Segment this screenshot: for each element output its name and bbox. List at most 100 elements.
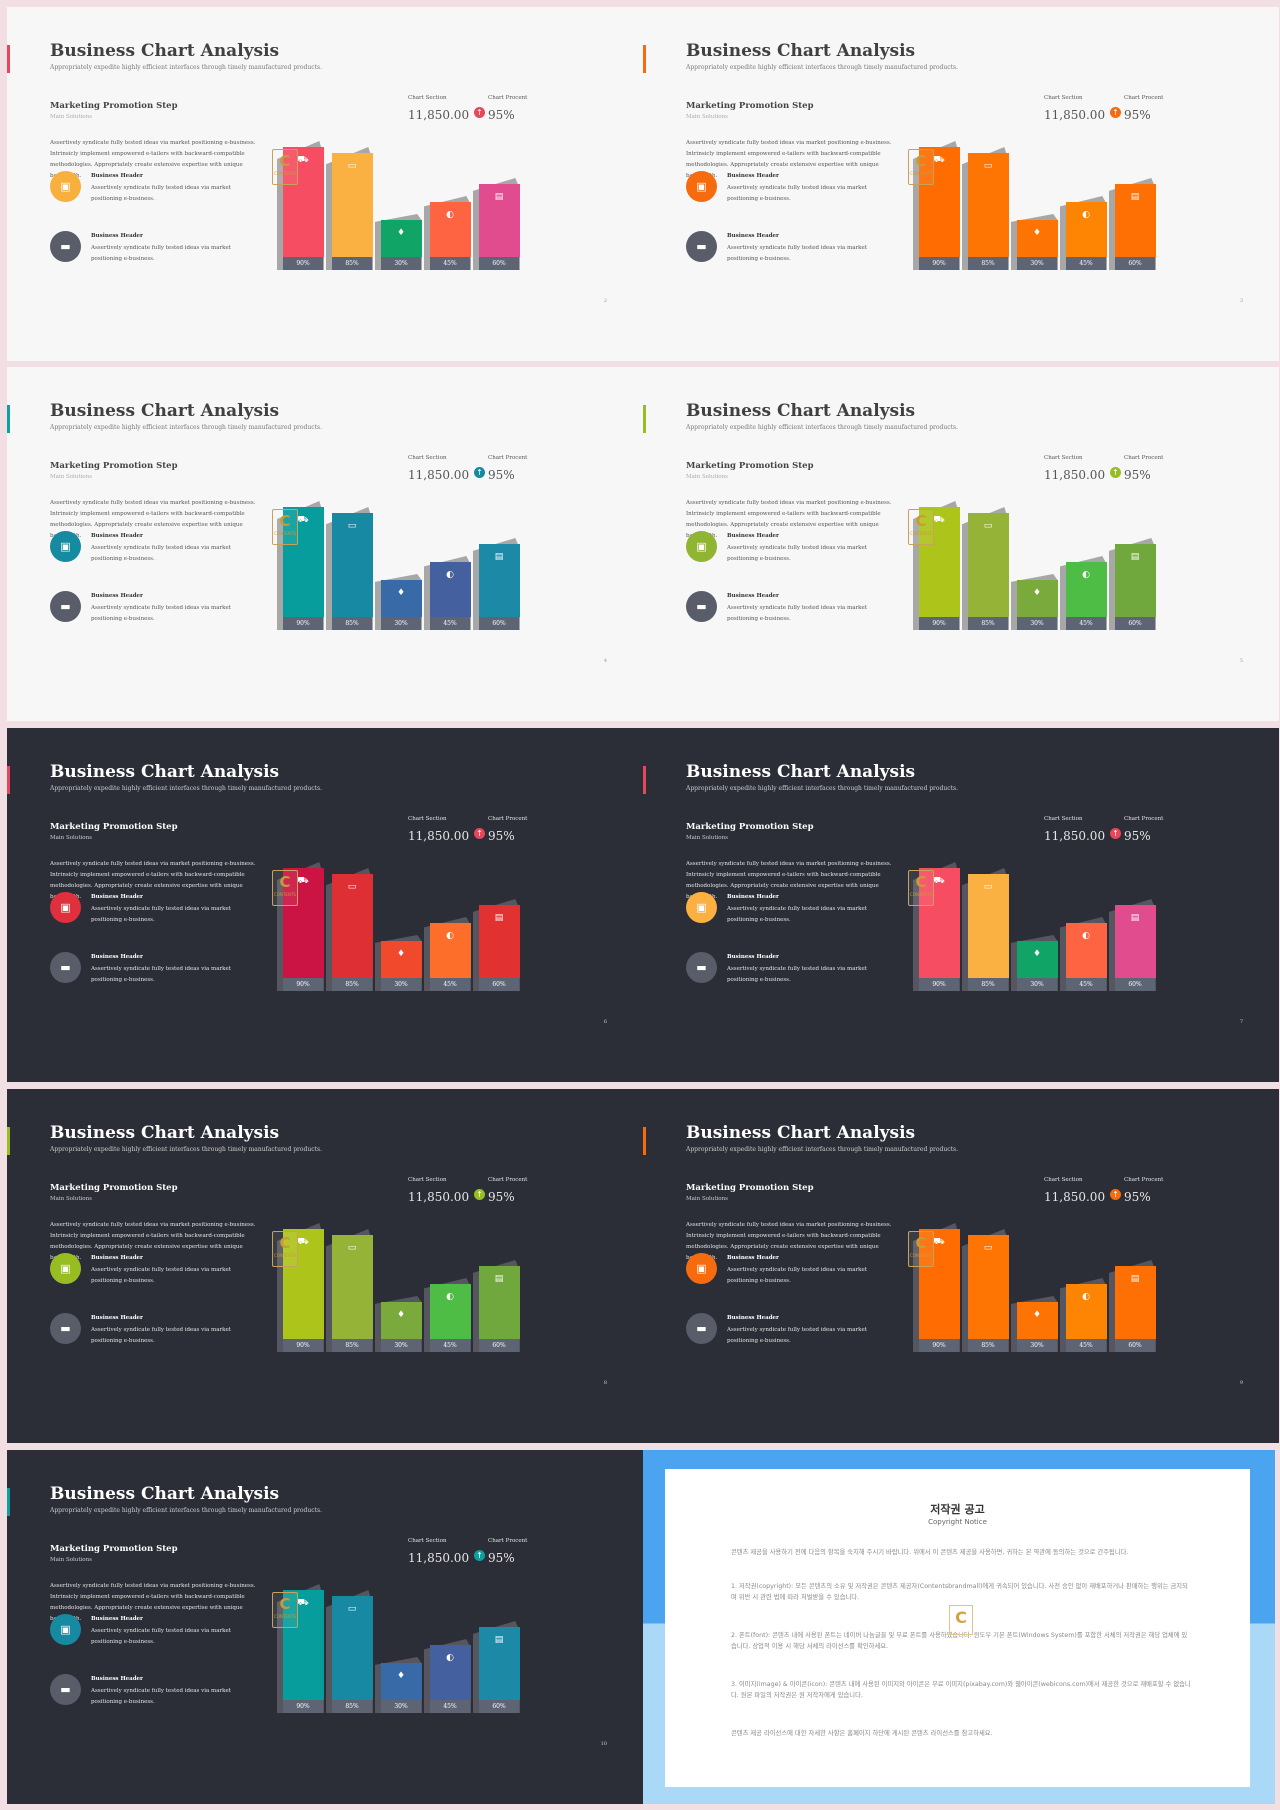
chart-bar: [1115, 184, 1156, 257]
slide-title: Business Chart Analysis: [50, 762, 280, 782]
stat-label-section: Chart Section: [1044, 455, 1083, 461]
section-subtitle: Main Solutions: [686, 474, 728, 480]
stat-value-procent: 95%: [488, 1551, 515, 1565]
body-text: Assertively syndicate fully tested ideas…: [686, 1222, 892, 1261]
slide-title: Business Chart Analysis: [686, 762, 916, 782]
bar-value-label: 85%: [968, 257, 1008, 270]
slide-title: Business Chart Analysis: [50, 401, 280, 421]
feature-header: Business Header: [727, 233, 779, 239]
contents-logo: C CONTENTS: [272, 509, 298, 545]
ticket-icon: ▤: [1130, 552, 1140, 562]
folder-icon: ▬: [686, 952, 717, 983]
stat-value-procent: 95%: [1124, 468, 1151, 482]
bar-value-label: 90%: [283, 257, 323, 270]
slide-title: Business Chart Analysis: [686, 401, 916, 421]
feature-text: Assertively syndicate fully tested ideas…: [91, 605, 231, 622]
bar-value-label: 45%: [1066, 1339, 1106, 1352]
bar-value-label: 90%: [283, 1700, 323, 1713]
chart-bar: [332, 513, 373, 617]
basket-icon: ⛟: [933, 1237, 945, 1247]
section-title: Marketing Promotion Step: [50, 822, 178, 832]
satellite-dish-icon: ◐: [446, 570, 454, 580]
slide-7: Business Chart Analysis Appropriately exp…: [643, 728, 1279, 1082]
stat-label-section: Chart Section: [408, 455, 447, 461]
ticket-icon: ▤: [494, 192, 504, 202]
bar-value-label: 60%: [1115, 978, 1155, 991]
bar-value-label: 90%: [919, 978, 959, 991]
contents-logo: C CONTENTS: [272, 870, 298, 906]
stat-label-procent: Chart Procent: [488, 455, 528, 461]
chart-bar: [430, 562, 471, 617]
bar-value-label: 45%: [430, 978, 470, 991]
feature-text: Assertively syndicate fully tested ideas…: [727, 545, 867, 562]
satellite-dish-icon: ◐: [446, 1653, 454, 1663]
chart-bar: [381, 220, 422, 257]
body-text: Assertively syndicate fully tested ideas…: [686, 140, 892, 179]
chart-bar: [919, 1229, 960, 1339]
chart-bar: [332, 1235, 373, 1339]
notice-title: 저작권 공고: [930, 1503, 985, 1516]
page-number: 3: [1239, 298, 1243, 304]
chart-bar: [430, 202, 471, 257]
accent-bar: [643, 45, 646, 73]
ticket-icon: ▤: [494, 1635, 504, 1645]
slide-subtitle: Appropriately expedite highly efficient …: [50, 424, 322, 431]
basket-icon: ⛟: [933, 515, 945, 525]
page-number: 2: [603, 298, 607, 304]
stat-label-section: Chart Section: [1044, 816, 1083, 822]
contents-logo: C CONTENTS: [908, 870, 934, 906]
feature-text: Assertively syndicate fully tested ideas…: [91, 245, 231, 262]
feature-header: Business Header: [91, 1676, 143, 1682]
ticket-icon: ▤: [1130, 913, 1140, 923]
section-subtitle: Main Solutions: [686, 1196, 728, 1202]
feature-text: Assertively syndicate fully tested ideas…: [91, 966, 231, 983]
copyright-notice-slide: 저작권 공고 Copyright Notice 콘텐츠 제공을 사용하기 전에 …: [643, 1450, 1275, 1804]
feature-text: Assertively syndicate fully tested ideas…: [727, 605, 867, 622]
lock-icon: ▣: [686, 171, 717, 202]
bar-value-label: 90%: [283, 617, 323, 630]
ticket-icon: ▤: [1130, 1274, 1140, 1284]
lock-icon: ▣: [686, 531, 717, 562]
feature-header: Business Header: [91, 593, 143, 599]
slide-subtitle: Appropriately expedite highly efficient …: [686, 64, 958, 71]
slide-4: Business Chart Analysis Appropriately exp…: [7, 367, 643, 721]
bar-value-label: 85%: [332, 1700, 372, 1713]
body-text: Assertively syndicate fully tested ideas…: [50, 1583, 256, 1622]
feature-header: Business Header: [91, 954, 143, 960]
stat-label-section: Chart Section: [408, 1177, 447, 1183]
folder-icon: ▬: [686, 1313, 717, 1344]
stat-label-procent: Chart Procent: [1124, 816, 1164, 822]
chart-bar: [283, 507, 324, 617]
feature-header: Business Header: [91, 533, 143, 539]
bar-value-label: 30%: [381, 257, 421, 270]
logo-text: CONTENTS: [910, 171, 932, 176]
logo-letter: C: [279, 1595, 291, 1613]
chart-bar: [479, 905, 520, 978]
section-subtitle: Main Solutions: [686, 114, 728, 120]
stat-value-section: 11,850.00: [1044, 108, 1106, 122]
feature-text: Assertively syndicate fully tested ideas…: [727, 1327, 867, 1344]
slide-title: Business Chart Analysis: [50, 1123, 280, 1143]
graduation-cap-icon: ♦: [396, 1671, 406, 1681]
logo-letter: C: [279, 512, 291, 530]
folder-icon: ▬: [686, 591, 717, 622]
stat-label-procent: Chart Procent: [1124, 455, 1164, 461]
folder-icon: ▬: [686, 231, 717, 262]
slide-9: Business Chart Analysis Appropriately exp…: [643, 1089, 1279, 1443]
bar-value-label: 30%: [381, 978, 421, 991]
bar-value-label: 60%: [1115, 617, 1155, 630]
bar-value-label: 85%: [332, 978, 372, 991]
bar-value-label: 30%: [1017, 617, 1057, 630]
chart-bar: [1115, 544, 1156, 617]
bar-value-label: 45%: [1066, 617, 1106, 630]
stat-value-procent: 95%: [1124, 829, 1151, 843]
stat-value-section: 11,850.00: [1044, 468, 1106, 482]
body-text: Assertively syndicate fully tested ideas…: [686, 861, 892, 900]
satellite-dish-icon: ◐: [446, 1292, 454, 1302]
contents-logo: C CONTENTS: [908, 509, 934, 545]
page-number: 5: [1239, 658, 1243, 664]
section-subtitle: Main Solutions: [686, 835, 728, 841]
chart-bar: [1115, 905, 1156, 978]
folder-icon: ▭: [347, 161, 357, 171]
bar-value-label: 45%: [1066, 978, 1106, 991]
